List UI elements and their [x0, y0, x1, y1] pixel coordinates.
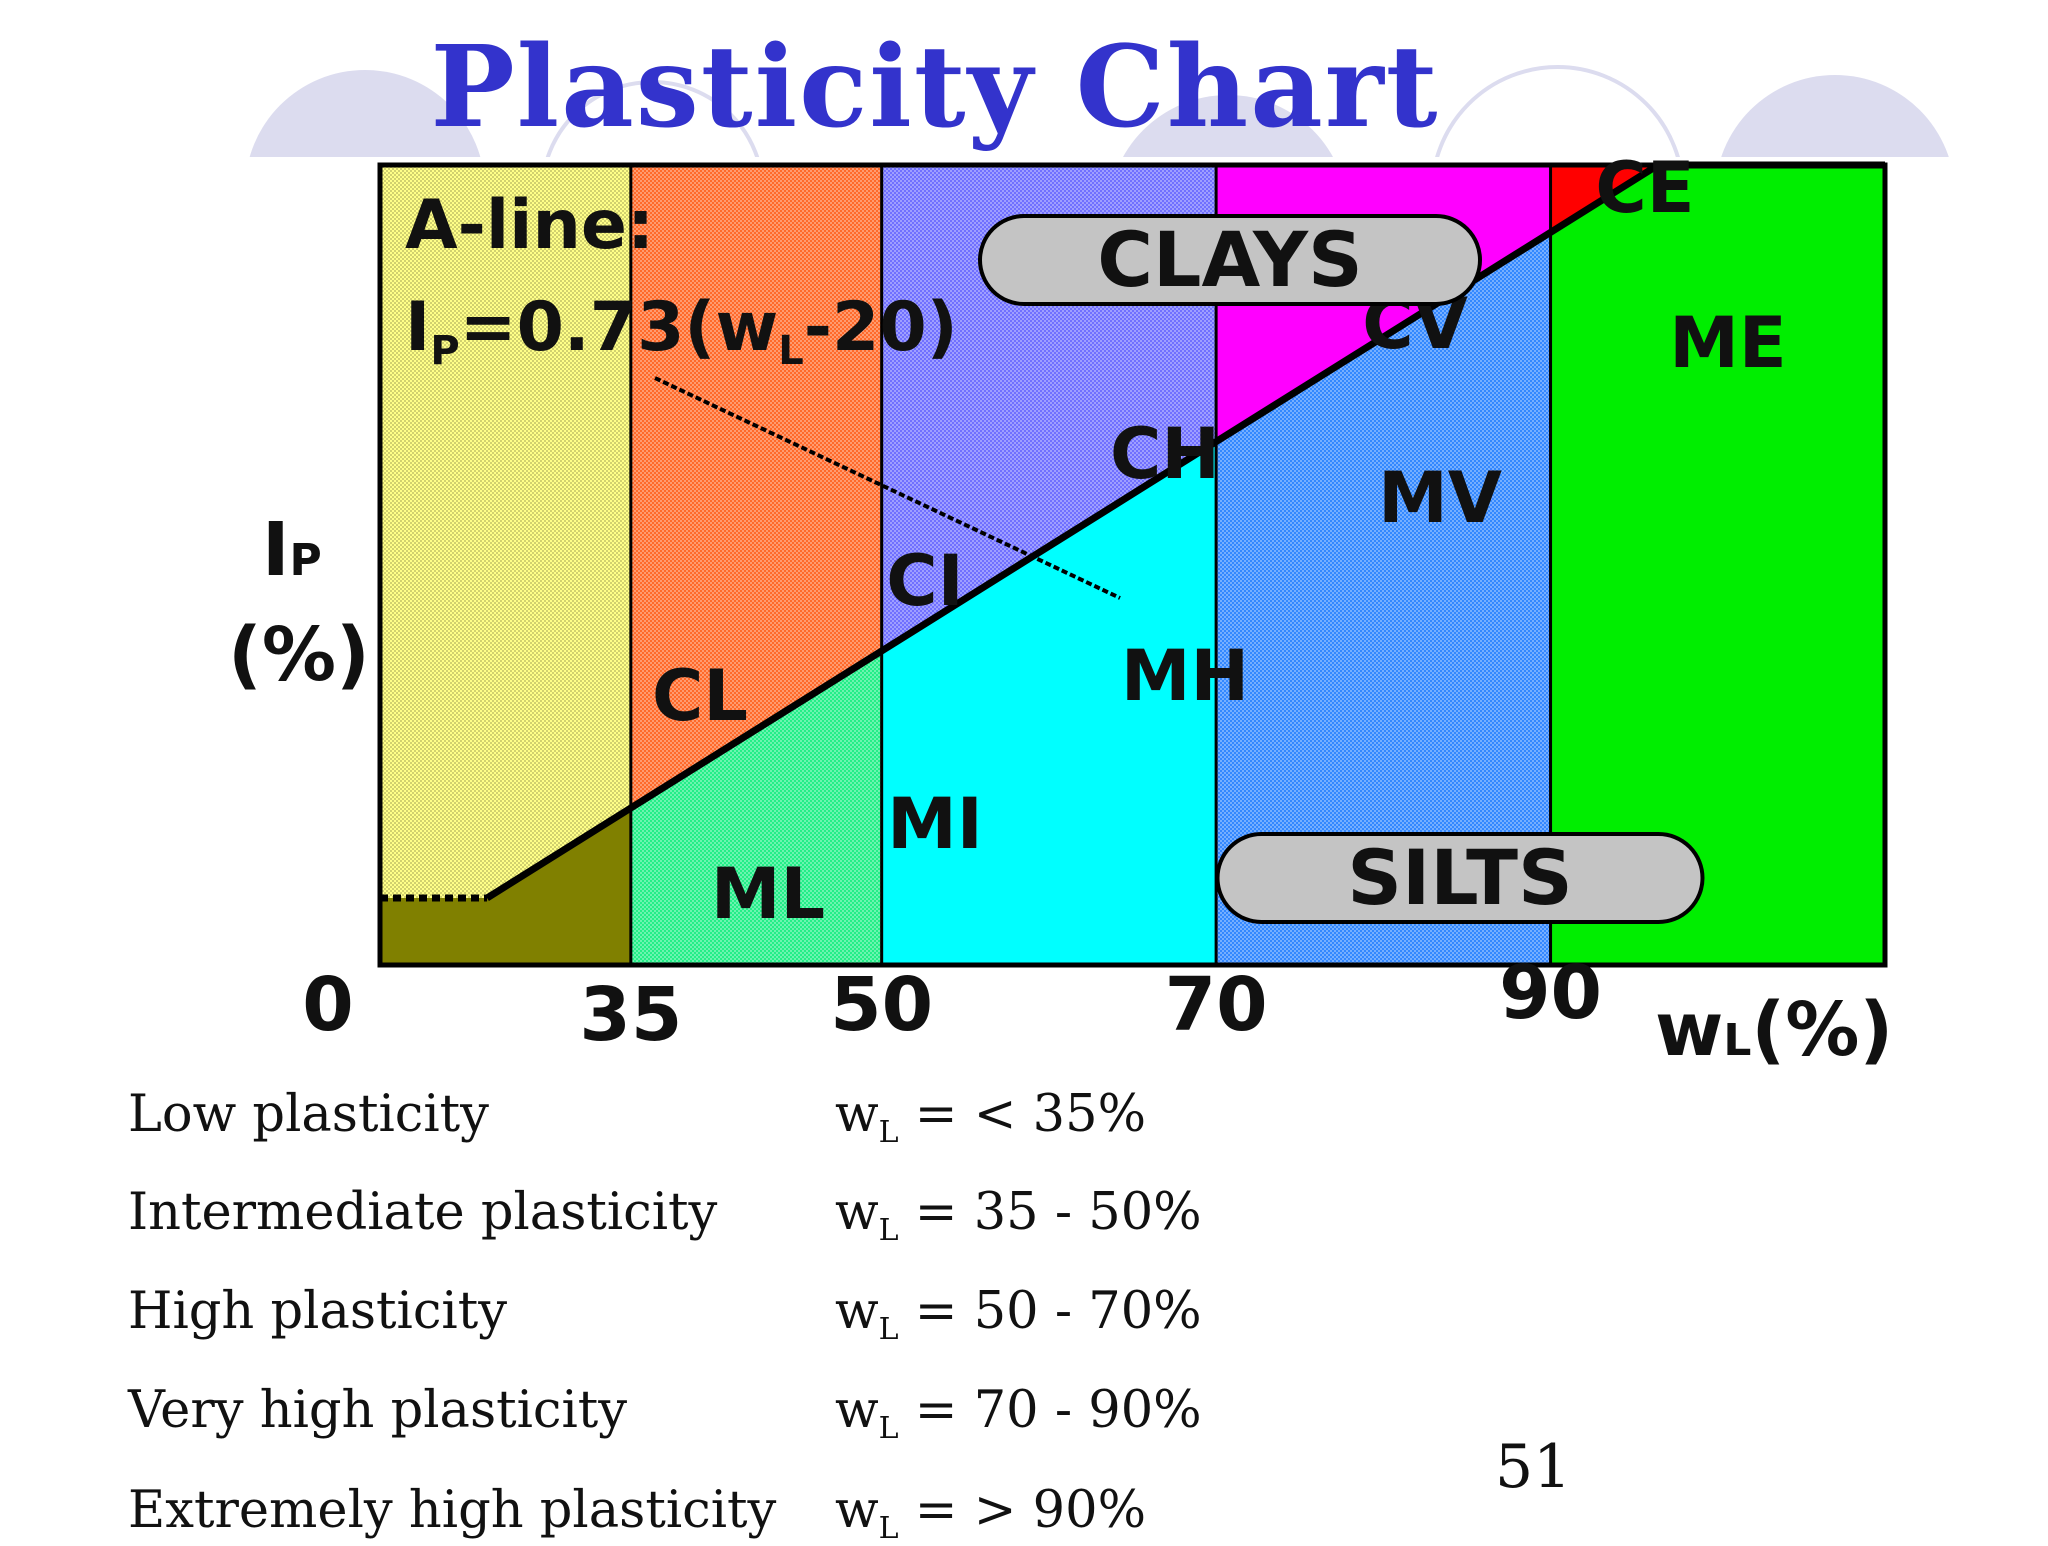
- zone-ce: [1550, 165, 1885, 233]
- zone-texture: [380, 165, 631, 898]
- zone-label-mh: MH: [1121, 635, 1249, 717]
- zone-texture: [630, 165, 882, 808]
- zone-mh: [881, 441, 1217, 965]
- value-var: w: [835, 1481, 879, 1540]
- value-var: w: [835, 1381, 879, 1440]
- value-range: = 50 - 70%: [898, 1282, 1202, 1341]
- x-tick-label: 50: [830, 962, 933, 1048]
- group-label-clay: CLAYS: [1097, 215, 1363, 304]
- a-line-equation: IP=0.73(wL-20): [405, 288, 958, 374]
- row-label: Very high plasticity: [128, 1381, 628, 1440]
- row-value: wL = 50 - 70%: [835, 1282, 1202, 1347]
- row-value: wL = 70 - 90%: [835, 1381, 1202, 1446]
- value-range: = > 90%: [898, 1481, 1147, 1540]
- row-label: High plasticity: [128, 1282, 508, 1341]
- value-range: = < 35%: [898, 1085, 1147, 1144]
- group-label-silt: SILTS: [1347, 833, 1572, 922]
- x-origin-label: 0: [302, 962, 354, 1048]
- plasticity-chart: CLCICHCVCEMLMIMHMVMECLAYSSILTSA-line:IP=…: [228, 147, 1893, 1073]
- value-sub: L: [878, 1411, 899, 1447]
- value-var: w: [835, 1183, 879, 1242]
- zone-me: [1550, 165, 1885, 965]
- value-sub: L: [878, 1511, 899, 1546]
- value-range: = 35 - 50%: [898, 1183, 1202, 1242]
- zone-label-ce: CE: [1595, 147, 1694, 229]
- row-value: wL = 35 - 50%: [835, 1183, 1202, 1248]
- x-axis-label: wL(%): [1655, 987, 1893, 1073]
- row-label: Intermediate plasticity: [128, 1183, 718, 1242]
- zone-texture: [630, 651, 882, 965]
- page-number: 51: [1495, 1432, 1572, 1502]
- y-axis-unit: (%): [228, 612, 370, 698]
- row-label: Low plasticity: [128, 1085, 489, 1144]
- x-tick-label: 90: [1499, 950, 1602, 1036]
- row-value: wL = > 90%: [835, 1481, 1146, 1546]
- value-var: w: [835, 1085, 879, 1144]
- chart-frame: [377, 162, 1888, 968]
- zone-label-mv: MV: [1378, 457, 1502, 539]
- value-sub: L: [878, 1115, 899, 1151]
- a-line-title: A-line:: [405, 186, 654, 265]
- group-badge: [1215, 832, 1705, 924]
- value-sub: L: [878, 1312, 899, 1348]
- y-axis-label: IP: [262, 507, 322, 593]
- zone-label-ci: CI: [886, 540, 963, 622]
- a-line-pointer: [654, 376, 1121, 600]
- page-title: Plasticity Chart: [430, 22, 1440, 153]
- zone-label-ch: CH: [1110, 413, 1220, 495]
- value-var: w: [835, 1282, 879, 1341]
- zone-texture: [1216, 232, 1551, 966]
- x-tick-label: 35: [579, 972, 682, 1058]
- zone-label-mi: MI: [887, 783, 983, 865]
- zone-label-cl: CL: [652, 655, 748, 737]
- zone-label-me: ME: [1669, 302, 1786, 384]
- value-sub: L: [878, 1213, 899, 1249]
- zone-label-ml: ML: [711, 853, 825, 935]
- row-label: Extremely high plasticity: [128, 1481, 777, 1540]
- value-range: = 70 - 90%: [898, 1381, 1202, 1440]
- group-badge: [978, 214, 1482, 306]
- row-value: wL = < 35%: [835, 1085, 1146, 1150]
- x-tick-label: 70: [1165, 962, 1268, 1048]
